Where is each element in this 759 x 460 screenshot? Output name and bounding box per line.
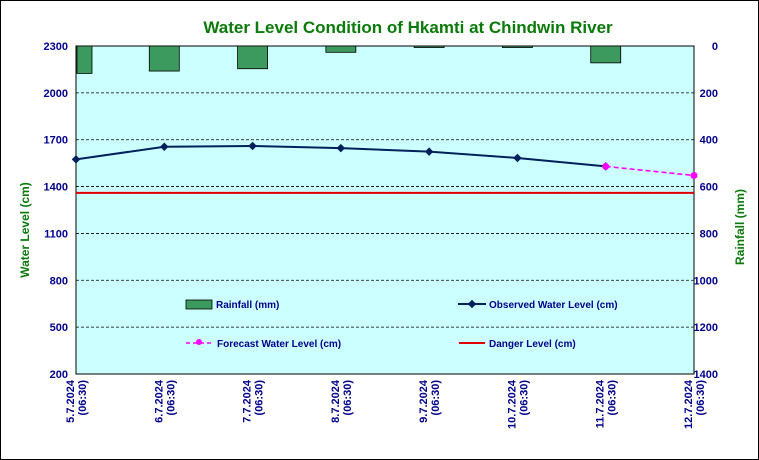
rainfall-bars xyxy=(76,45,622,74)
x-tick-date: 7.7.2024 xyxy=(242,379,254,423)
y2-tick-label: 0 xyxy=(712,41,718,53)
x-tick-time: (06:30) xyxy=(695,380,707,416)
y2-axis-title: Rainfall (mm) xyxy=(733,189,747,265)
x-tick-date: 5.7.2024 xyxy=(65,379,77,423)
right-axis-ticks: 0 200 400 600 800 1000 1200 1400 xyxy=(694,41,718,381)
rainfall-bar xyxy=(590,45,622,64)
legend-danger-label: Danger Level (cm) xyxy=(489,339,576,350)
legend-forecast-marker xyxy=(196,339,202,345)
x-tick-label: 8.7.2024 (06:30) xyxy=(330,379,354,423)
y-tick-label: 1400 xyxy=(44,182,68,194)
left-axis-ticks: 2300 2000 1700 1400 1100 800 500 200 xyxy=(44,41,68,381)
x-tick-date: 11.7.2024 xyxy=(595,379,607,428)
forecast-series xyxy=(602,162,698,179)
x-tick-label: 10.7.2024 (06:30) xyxy=(506,379,530,429)
y2-tick-label: 800 xyxy=(700,228,718,240)
observed-point xyxy=(71,155,81,164)
observed-point xyxy=(160,142,169,151)
y2-tick-label: 200 xyxy=(700,88,718,100)
x-tick-date: 12.7.2024 xyxy=(683,379,695,429)
legend-forecast-label: Forecast Water Level (cm) xyxy=(217,339,341,350)
rainfall-bar xyxy=(502,45,533,48)
rainfall-bar xyxy=(148,45,180,72)
forecast-point xyxy=(690,171,698,179)
x-tick-time: (06:30) xyxy=(430,380,442,416)
x-tick-time: (06:30) xyxy=(77,380,89,416)
x-tick-label: 11.7.2024 (06:30) xyxy=(595,379,619,428)
rainfall-bar xyxy=(413,45,445,48)
rainfall-bar xyxy=(325,45,357,53)
forecast-point xyxy=(602,162,610,170)
legend-observed-label: Observed Water Level (cm) xyxy=(489,300,618,311)
y2-tick-label: 1200 xyxy=(694,322,718,334)
legend-observed-marker xyxy=(467,299,477,309)
x-tick-time: (06:30) xyxy=(607,380,619,416)
x-tick-time: (06:30) xyxy=(165,380,177,416)
forecast-line xyxy=(605,165,695,177)
y-tick-label: 2300 xyxy=(44,41,68,53)
grid-lines xyxy=(76,92,694,328)
y2-tick-label: 1000 xyxy=(694,275,718,287)
legend-item-rainfall: Rainfall (mm) xyxy=(185,299,279,311)
y-tick-label: 200 xyxy=(50,369,68,381)
x-tick-label: 12.7.2024 (06:30) xyxy=(683,379,707,429)
legend-item-forecast: Forecast Water Level (cm) xyxy=(186,339,341,350)
x-tick-label: 7.7.2024 (06:30) xyxy=(242,379,266,423)
y-tick-label: 1100 xyxy=(44,228,68,240)
x-tick-time: (06:30) xyxy=(518,380,530,416)
observed-point xyxy=(336,143,346,153)
x-tick-time: (06:30) xyxy=(342,380,354,416)
y-axis-title: Water Level (cm) xyxy=(18,182,32,278)
x-tick-label: 9.7.2024 (06:30) xyxy=(418,379,442,423)
x-tick-date: 8.7.2024 xyxy=(330,379,342,423)
y-tick-label: 1700 xyxy=(44,135,68,147)
y-tick-label: 2000 xyxy=(44,88,68,100)
observed-point xyxy=(248,141,257,151)
plot-area xyxy=(75,45,695,375)
y2-tick-label: 600 xyxy=(700,182,718,194)
rainfall-bar xyxy=(76,45,93,74)
rainfall-bar xyxy=(237,45,268,70)
legend: Rainfall (mm) Observed Water Level (cm) … xyxy=(185,299,618,350)
x-tick-date: 6.7.2024 xyxy=(153,379,165,423)
legend-item-danger: Danger Level (cm) xyxy=(459,339,576,350)
x-tick-label: 6.7.2024 (06:30) xyxy=(153,379,177,423)
x-tick-date: 9.7.2024 xyxy=(418,379,430,423)
observed-point xyxy=(424,147,434,156)
x-axis-ticks: 5.7.2024 (06:30) 6.7.2024 (06:30) 7.7.2024 (0… xyxy=(65,379,707,429)
y2-tick-label: 400 xyxy=(700,135,718,147)
y-tick-label: 500 xyxy=(50,322,68,334)
y-tick-label: 800 xyxy=(50,275,68,287)
legend-rainfall-label: Rainfall (mm) xyxy=(216,300,279,311)
legend-rainfall-swatch xyxy=(185,299,213,310)
x-tick-time: (06:30) xyxy=(254,380,266,416)
legend-item-observed: Observed Water Level (cm) xyxy=(458,299,618,311)
chart-title: Water Level Condition of Hkamti at Chind… xyxy=(203,18,613,37)
x-tick-label: 5.7.2024 (06:30) xyxy=(65,379,89,423)
x-tick-date: 10.7.2024 xyxy=(506,379,518,429)
y2-tick-label: 1400 xyxy=(694,369,718,381)
